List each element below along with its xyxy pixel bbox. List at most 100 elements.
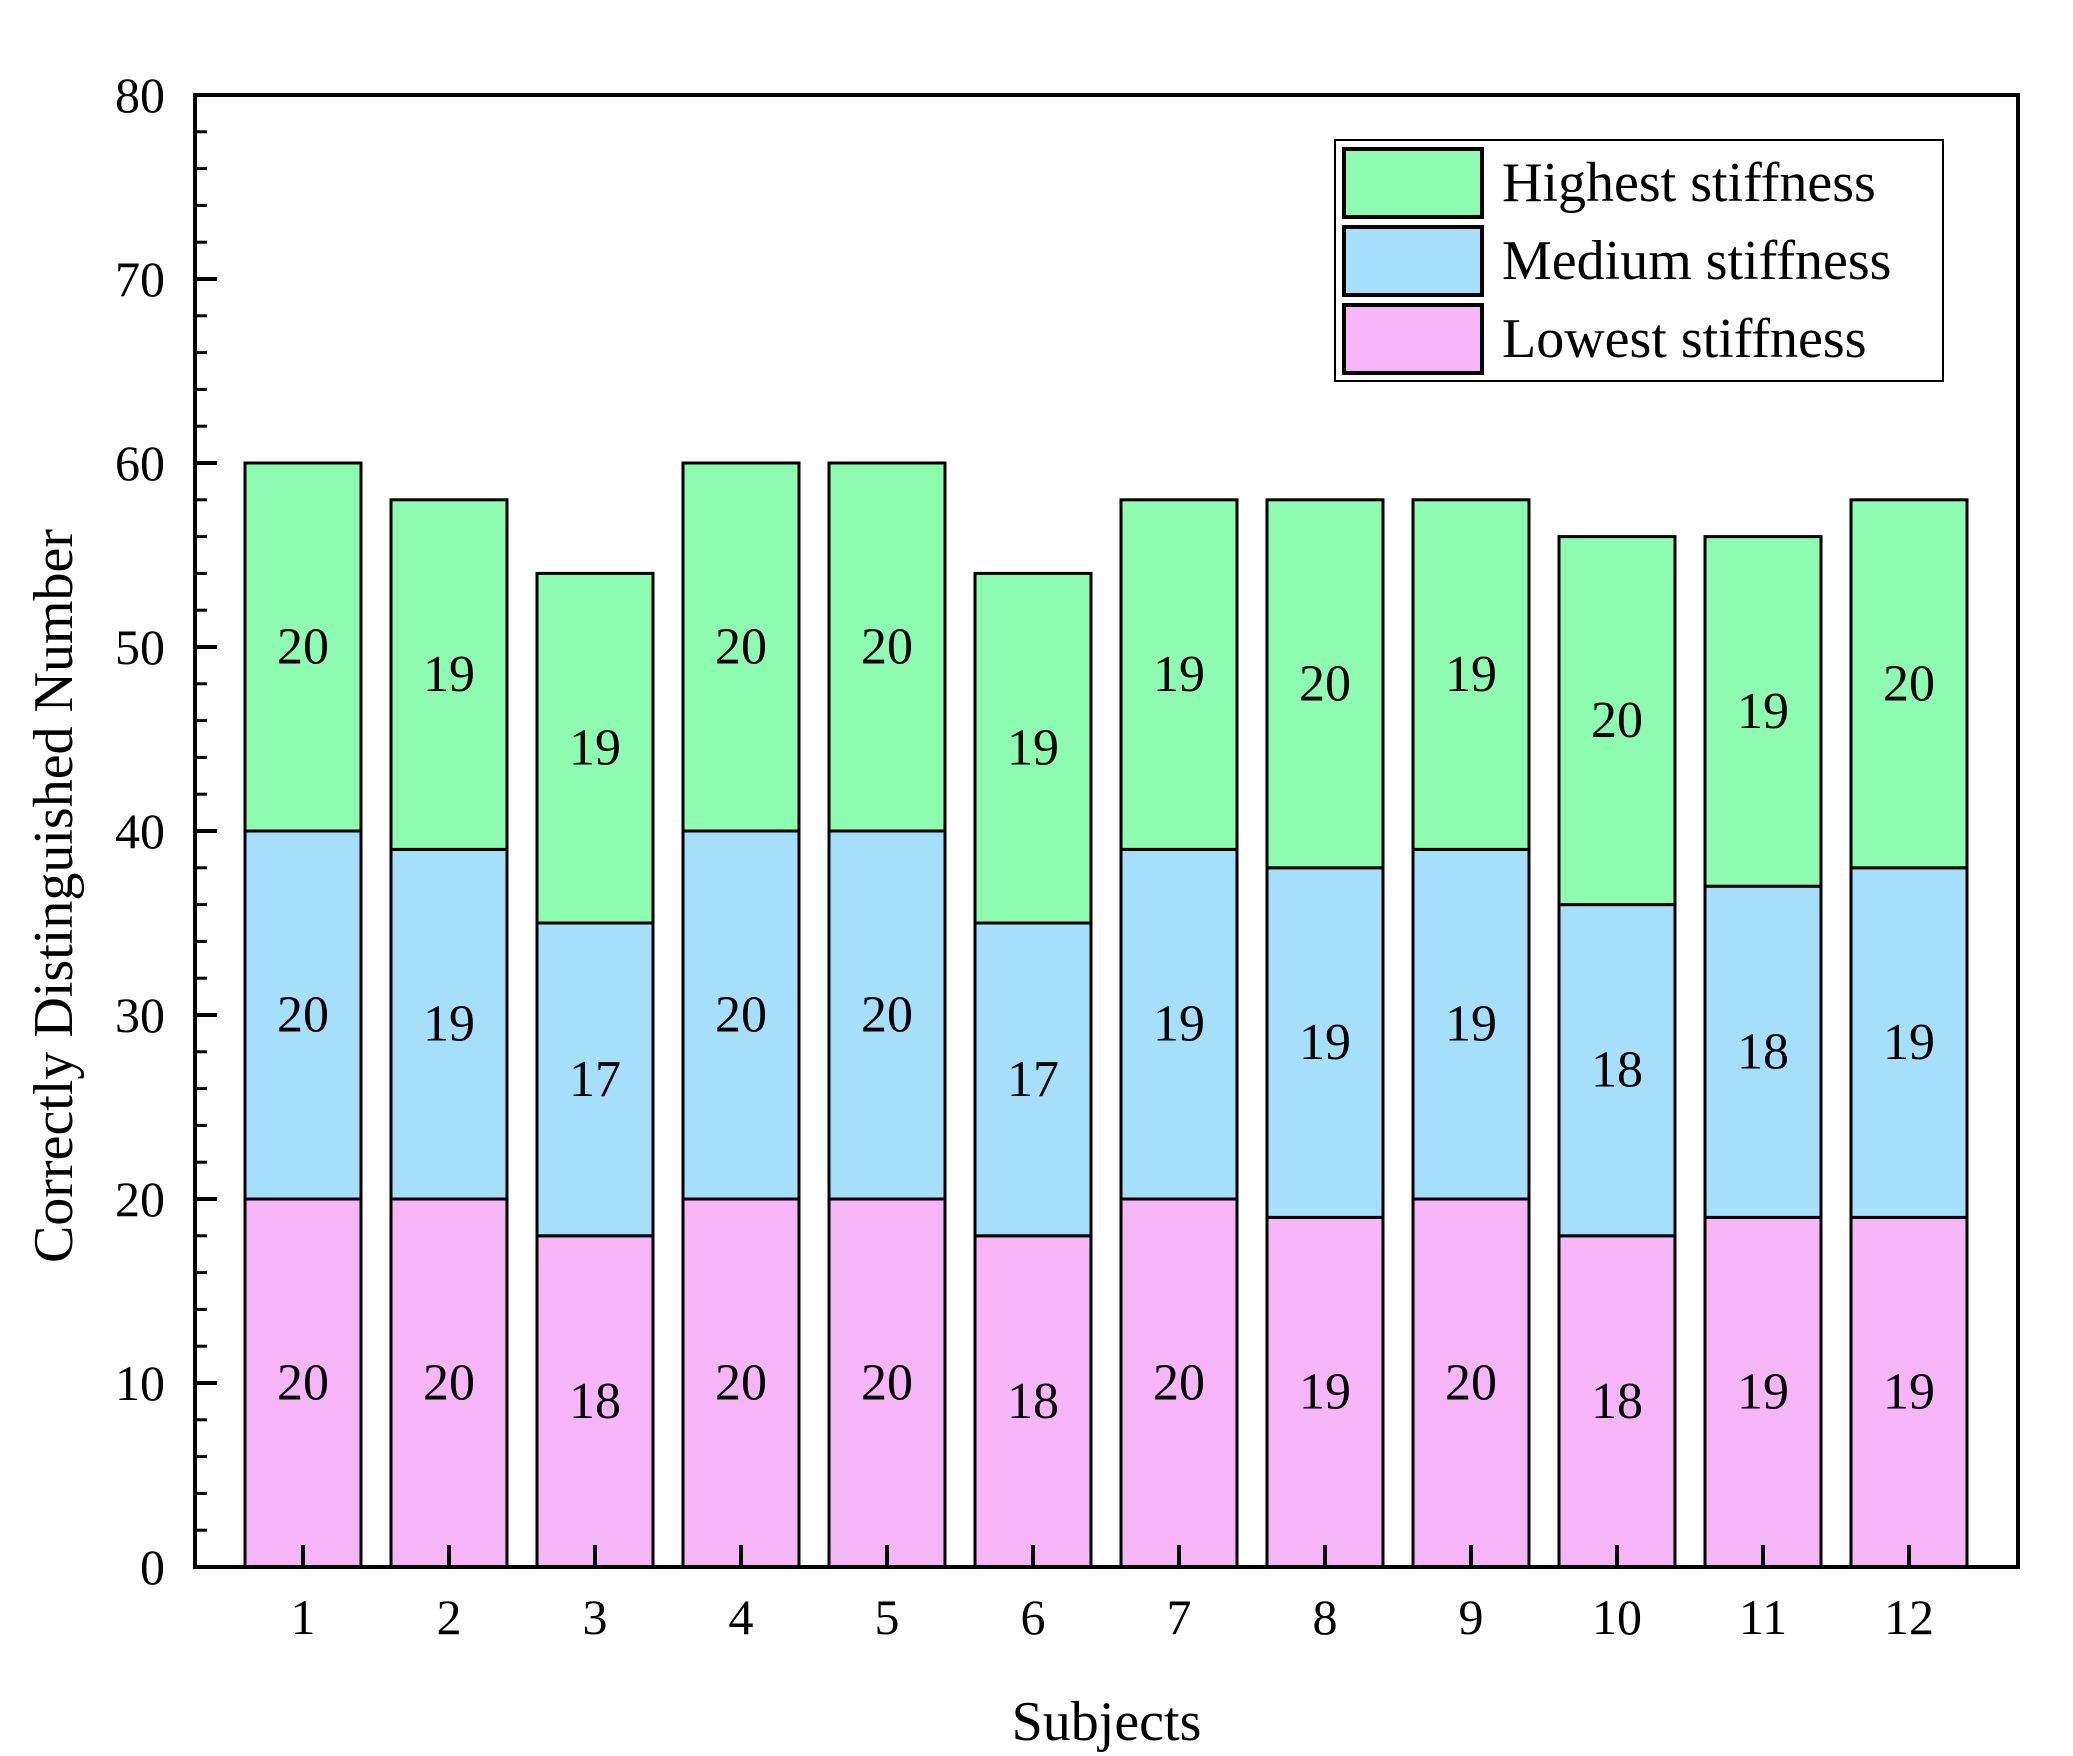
bar-segment [1119,847,1239,1201]
data-label: 20 [277,987,329,1044]
bar-segment [389,498,509,851]
data-label: 19 [569,720,621,777]
bar-segment [681,829,801,1201]
x-tick-label: 12 [1884,1589,1934,1645]
y-tick-label: 70 [115,251,165,307]
bar-segment [389,1197,509,1569]
legend-label: Lowest stiffness [1502,308,1867,370]
data-label: 18 [1591,1373,1643,1430]
bar-segment [535,571,655,925]
bar-segment [1119,498,1239,851]
bar-segment [1411,498,1531,851]
legend-swatch [1342,225,1484,297]
data-label: 19 [1153,646,1205,703]
data-label: 20 [423,1355,475,1412]
x-axis-title: Subjects [1012,1691,1202,1753]
bar-segment [243,829,363,1201]
bar-segment [1411,847,1531,1201]
bar-segment [535,921,655,1238]
y-tick-label: 20 [115,1171,165,1227]
bar-segment [1265,866,1385,1219]
bar-segment [827,461,947,833]
bar-segment [1849,866,1969,1219]
bar-segment [1557,903,1677,1238]
data-label: 19 [423,996,475,1053]
data-label: 19 [1299,1014,1351,1071]
legend-swatch [1342,303,1484,375]
x-tick-label: 5 [875,1589,900,1645]
x-tick-label: 8 [1313,1589,1338,1645]
bar-segment [973,571,1093,925]
data-label: 20 [277,619,329,676]
y-tick-label: 10 [115,1355,165,1411]
data-label: 17 [569,1051,621,1108]
y-axis-title: Correctly Distinguished Number [23,529,85,1263]
x-tick-label: 4 [729,1589,754,1645]
x-tick-label: 3 [583,1589,608,1645]
bar-segment [389,847,509,1201]
y-tick-label: 40 [115,803,165,859]
data-label: 20 [277,1355,329,1412]
data-label: 19 [1007,720,1059,777]
data-label: 20 [1445,1355,1497,1412]
data-label: 19 [1445,996,1497,1053]
bar-segment [1849,498,1969,870]
x-tick-label: 11 [1739,1589,1787,1645]
x-tick-label: 7 [1167,1589,1192,1645]
y-tick-label: 50 [115,619,165,675]
bar-segment [243,461,363,833]
data-label: 20 [715,619,767,676]
data-label: 19 [1737,1364,1789,1421]
bar-segment [1703,884,1823,1219]
legend-swatch [1342,147,1484,219]
legend-label: Medium stiffness [1502,230,1891,292]
data-label: 18 [1737,1023,1789,1080]
data-label: 20 [1299,655,1351,712]
data-label: 19 [1445,646,1497,703]
y-tick-label: 30 [115,987,165,1043]
data-label: 20 [1153,1355,1205,1412]
x-tick-label: 2 [437,1589,462,1645]
x-tick-label: 1 [291,1589,316,1645]
data-label: 19 [1883,1364,1935,1421]
bar-segment [1411,1197,1531,1569]
data-label: 20 [861,1355,913,1412]
bar-segment [1557,1234,1677,1569]
legend: Highest stiffness Medium stiffness Lowest … [1334,139,1944,382]
bar-segment [1119,1197,1239,1569]
y-tick-label: 60 [115,435,165,491]
bar-segment [973,1234,1093,1569]
data-label: 20 [715,1355,767,1412]
data-label: 18 [1591,1042,1643,1099]
data-label: 19 [1883,1014,1935,1071]
bar-segment [243,1197,363,1569]
data-label: 19 [1299,1364,1351,1421]
x-tick-label: 10 [1592,1589,1642,1645]
data-label: 18 [569,1373,621,1430]
y-tick-label: 0 [140,1539,165,1595]
x-tick-label: 6 [1021,1589,1046,1645]
data-label: 17 [1007,1051,1059,1108]
data-label: 19 [1737,683,1789,740]
bar-segment [1703,535,1823,888]
bar-segment [1265,498,1385,870]
data-label: 20 [1591,692,1643,749]
data-label: 18 [1007,1373,1059,1430]
bar-segment [1557,535,1677,907]
bars-layer [243,461,1969,1569]
y-tick-label: 80 [115,67,165,123]
data-label: 20 [715,987,767,1044]
data-label: 20 [1883,655,1935,712]
bar-segment [973,921,1093,1238]
data-label: 19 [423,646,475,703]
x-tick-label: 9 [1459,1589,1484,1645]
axes-layer [193,93,2020,1569]
data-label: 19 [1153,996,1205,1053]
legend-label: Highest stiffness [1502,152,1876,214]
data-label: 20 [861,987,913,1044]
data-label: 20 [861,619,913,676]
labels-layer: 2020201201919218171932020204202020518171… [23,67,1935,1753]
bar-segment [681,461,801,833]
